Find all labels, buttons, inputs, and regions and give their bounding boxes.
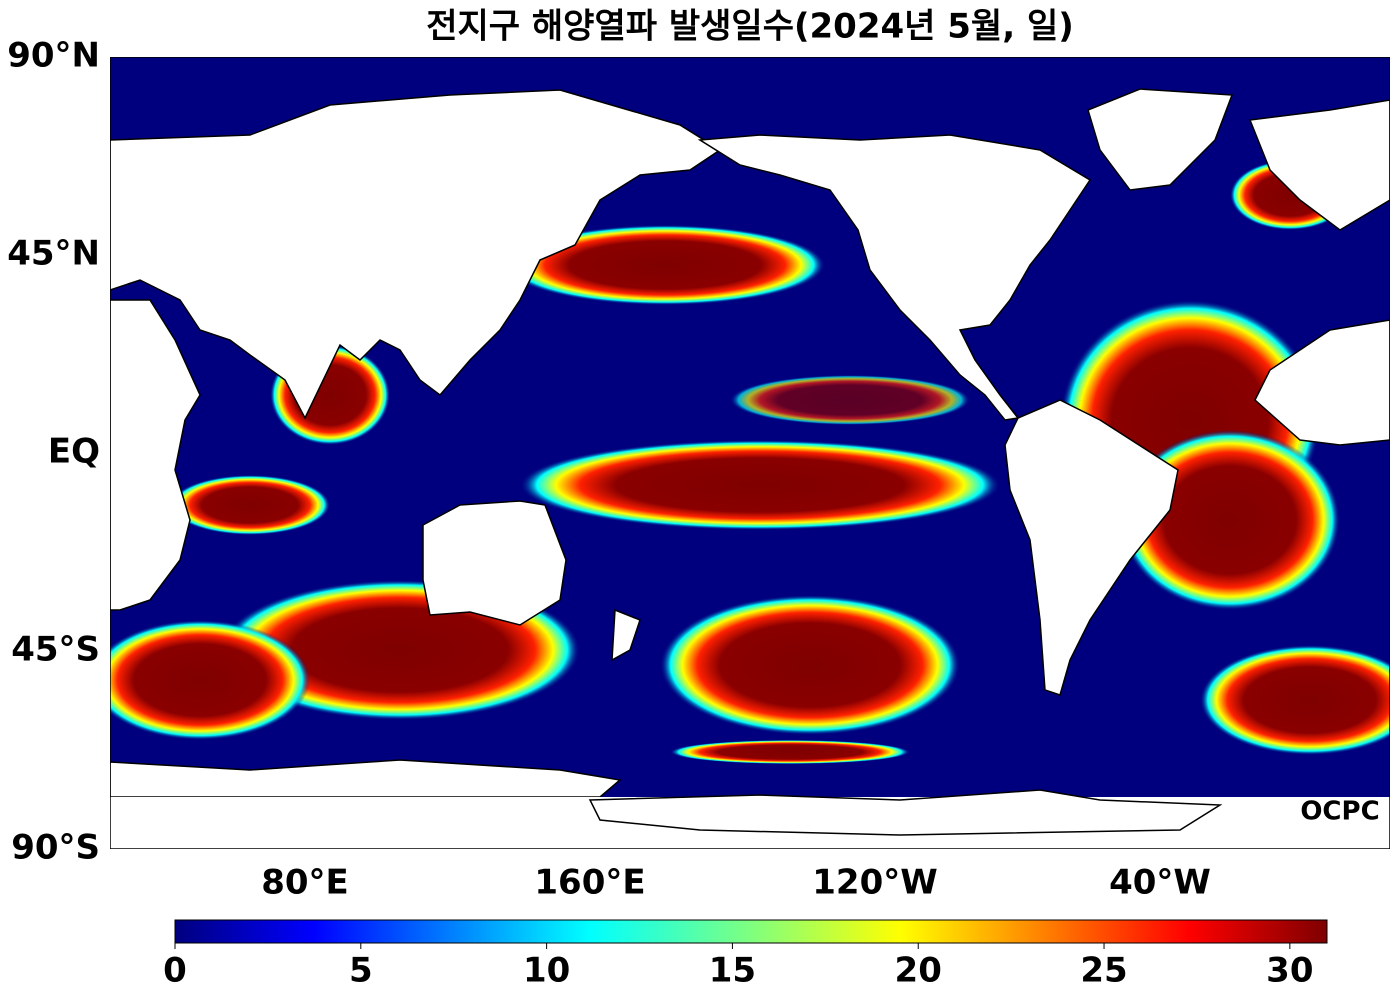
- colorbar-tick-label: 20: [895, 951, 942, 991]
- lon-label: 120°W: [812, 863, 937, 903]
- colorbar-tick-label: 5: [349, 951, 373, 991]
- lat-label: 45°N: [7, 234, 100, 274]
- title: 전지구 해양열파 발생일수(2024년 5월, 일): [426, 7, 1074, 47]
- lon-label: 80°E: [261, 863, 349, 903]
- lon-label: 160°E: [534, 863, 645, 903]
- map: [110, 57, 1390, 849]
- lat-label: 90°S: [11, 828, 100, 868]
- colorbar-tick-label: 0: [163, 951, 187, 991]
- colorbar-tick-label: 30: [1266, 951, 1313, 991]
- colorbar-tick-label: 10: [523, 951, 570, 991]
- land: [110, 88, 1390, 849]
- logo: OCPC: [1300, 797, 1379, 827]
- lat-label: EQ: [48, 432, 100, 472]
- lat-labels: 90°N 45°N EQ 45°S 90°S: [7, 36, 100, 868]
- colorbar-tick-label: 15: [709, 951, 756, 991]
- lon-labels: 80°E 160°E 120°W 40°W: [261, 863, 1211, 903]
- lat-label: 45°S: [11, 630, 100, 670]
- lon-label: 40°W: [1109, 863, 1211, 903]
- lat-label: 90°N: [7, 36, 100, 76]
- colorbar: [174, 919, 1328, 944]
- colorbar-ticks: 0 5 10 15 20 25 30: [163, 943, 1314, 991]
- colorbar-tick-label: 25: [1080, 951, 1127, 991]
